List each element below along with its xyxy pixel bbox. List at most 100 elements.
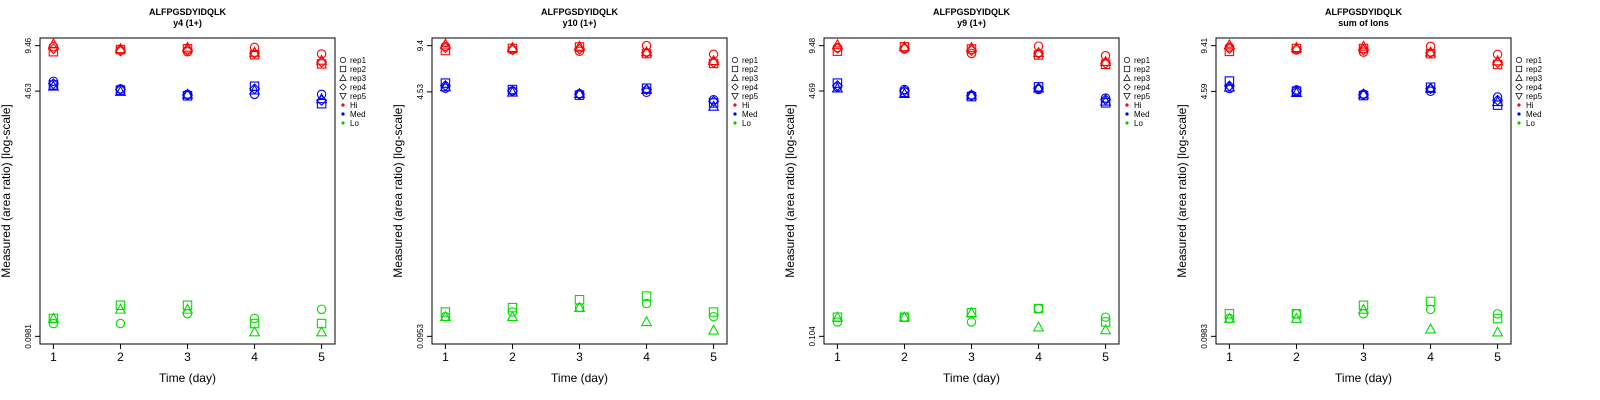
- data-point-lo-rep3: [248, 325, 261, 337]
- y-tick-label: 4.59: [1200, 83, 1209, 99]
- legend-label-rep2: rep2: [1526, 65, 1543, 74]
- data-point-hi-rep4: [248, 47, 261, 59]
- data-point-hi-rep3: [47, 37, 60, 49]
- data-point-hi-rep2: [574, 42, 585, 52]
- data-point-lo-rep3: [573, 301, 586, 312]
- data-point-med-rep4: [573, 88, 586, 101]
- x-tick-label: 3: [968, 350, 975, 364]
- data-point-med-rep1: [1224, 83, 1235, 94]
- data-point-med-rep4: [181, 89, 194, 101]
- data-point-med-rep4: [506, 85, 519, 97]
- legend-symbol-rep1: [1515, 56, 1523, 64]
- legend-label-rep5: rep5: [1526, 92, 1543, 101]
- legend-symbol-rep4: [731, 83, 739, 91]
- data-point-lo-rep2: [440, 307, 451, 317]
- data-point-lo-rep3: [1223, 312, 1236, 323]
- x-tick-label: 3: [1360, 350, 1367, 364]
- data-point-lo-rep3: [1032, 320, 1045, 332]
- panel-1: ALFPGSDYIDQLK y4 (1+) Time (day) Measure…: [0, 7, 367, 385]
- data-point-lo-rep3: [898, 311, 911, 322]
- data-point-hi-rep3: [573, 40, 586, 51]
- legend-label-rep5: rep5: [742, 92, 759, 101]
- data-point-lo-rep3: [831, 311, 844, 322]
- legend-dot-lo: [1517, 121, 1521, 125]
- data-point-lo-rep3: [47, 312, 60, 323]
- x-tick-label: 4: [1427, 350, 1434, 364]
- legend-dot-hi: [1125, 103, 1129, 107]
- data-point-med-rep3: [707, 100, 720, 111]
- data-point-med-rep4: [1424, 82, 1437, 95]
- x-tick-label: 5: [1102, 350, 1109, 364]
- panel-title: ALFPGSDYIDQLK: [1325, 7, 1403, 17]
- data-point-med-rep3: [640, 83, 653, 94]
- legend-label-rep3: rep3: [1134, 74, 1151, 83]
- legend-dot-lo: [733, 121, 737, 125]
- data-point-hi-rep4: [640, 47, 653, 59]
- data-point-hi-rep4: [708, 56, 720, 69]
- data-point-hi-rep3: [1357, 40, 1370, 51]
- data-point-med-rep3: [1357, 87, 1370, 99]
- data-point-hi-rep3: [831, 38, 844, 50]
- data-point-med-rep2: [440, 78, 451, 88]
- legend-label-rep4: rep4: [1134, 83, 1151, 92]
- legend-symbol-rep1: [1123, 56, 1131, 64]
- panel-4: ALFPGSDYIDQLK sum of Ions Time (day) Mea…: [1175, 7, 1543, 385]
- data-point-med-rep4: [965, 90, 978, 102]
- data-point-hi-rep4: [1424, 47, 1437, 59]
- data-point-med-rep2: [249, 81, 260, 91]
- legend-symbol-rep5: [1123, 93, 1131, 100]
- data-point-hi-rep4: [114, 45, 127, 57]
- data-point-med-rep4: [831, 80, 843, 92]
- data-point-lo-rep3: [1290, 312, 1303, 323]
- data-point-hi-rep4: [831, 42, 843, 54]
- data-point-med-rep4: [1492, 94, 1504, 106]
- data-point-lo-rep1: [316, 304, 327, 315]
- legend-dot-med: [1517, 112, 1521, 116]
- panel-subtitle: y10 (1+): [563, 18, 597, 28]
- data-point-med-rep4: [1223, 80, 1235, 92]
- data-point-hi-rep4: [506, 44, 519, 56]
- data-point-med-rep2: [708, 98, 719, 108]
- y-tick-label: 0.0981: [24, 324, 33, 349]
- data-point-med-rep4: [708, 95, 720, 107]
- plot-frame: [39, 37, 336, 345]
- data-point-lo-rep3: [640, 315, 653, 327]
- data-point-lo-rep2: [708, 307, 719, 317]
- data-point-lo-rep1: [1033, 303, 1044, 314]
- x-axis-label: Time (day): [1335, 371, 1392, 385]
- data-point-med-rep4: [1357, 89, 1370, 101]
- data-point-med-rep1: [316, 89, 327, 100]
- data-point-med-rep4: [439, 80, 451, 92]
- legend-label-rep1: rep1: [1526, 56, 1543, 65]
- data-point-lo-rep1: [832, 317, 843, 327]
- y-tick-label: 0.104: [808, 326, 817, 347]
- legend-label-lo: Lo: [742, 119, 751, 128]
- legend-label-lo: Lo: [1134, 119, 1143, 128]
- legend-symbol-rep2: [731, 65, 739, 73]
- data-point-lo-rep3: [439, 310, 452, 322]
- data-point-hi-rep4: [1357, 44, 1370, 56]
- x-tick-label: 5: [318, 350, 325, 364]
- panel-title: ALFPGSDYIDQLK: [933, 7, 1011, 17]
- legend-label-rep2: rep2: [350, 65, 367, 74]
- legend-label-hi: Hi: [1526, 101, 1534, 110]
- data-point-hi-rep4: [1290, 43, 1303, 55]
- y-tick-label: 4.69: [808, 83, 817, 99]
- legend-label-lo: Lo: [350, 119, 359, 128]
- legend-dot-lo: [1125, 121, 1129, 125]
- data-point-med-rep1: [1100, 93, 1111, 103]
- data-point-hi-rep2: [182, 44, 193, 54]
- data-point-lo-rep3: [506, 310, 519, 322]
- data-point-med-rep4: [1032, 82, 1045, 94]
- data-point-hi-rep2: [48, 46, 59, 57]
- data-point-lo-rep2: [115, 300, 126, 310]
- x-tick-label: 5: [1494, 350, 1501, 364]
- data-point-lo-rep3: [1357, 303, 1370, 314]
- x-tick-label: 3: [184, 350, 191, 364]
- data-point-lo-rep2: [1224, 309, 1235, 319]
- data-point-hi-rep4: [573, 43, 586, 55]
- data-point-med-rep3: [965, 88, 978, 100]
- y-axis-label: Measured (area ratio) [log-scale]: [0, 104, 13, 277]
